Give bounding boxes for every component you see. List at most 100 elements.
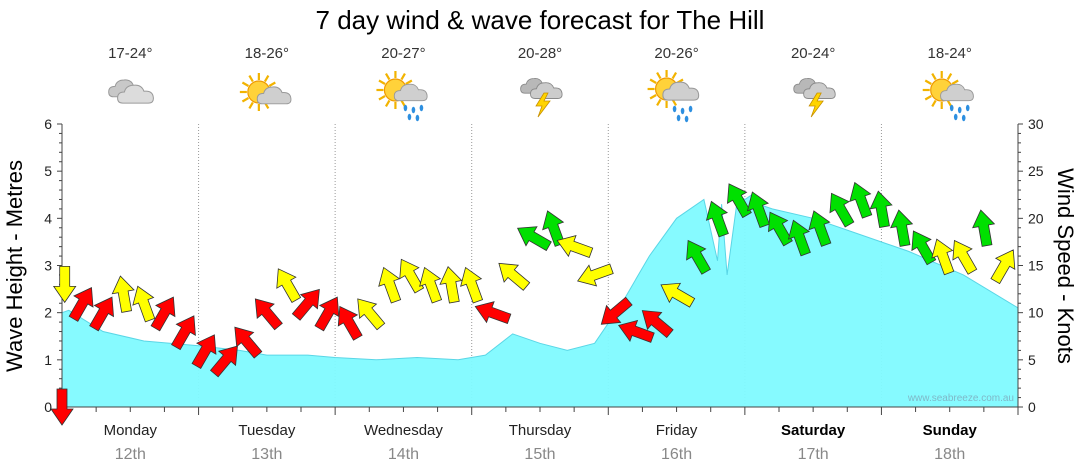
wind-arrow: [52, 265, 77, 304]
wind-arrow-shape: [972, 209, 996, 247]
day-column-monday: 17-24° Monday 12th: [104, 45, 158, 463]
cloud-shape: [662, 81, 700, 101]
day-date: 16th: [661, 446, 692, 463]
wind-arrow-shape: [829, 192, 855, 228]
day-date: 15th: [524, 446, 555, 463]
lightning-shape: [808, 92, 824, 118]
temperature-range: 17-24°: [108, 45, 152, 62]
wind-arrow: [68, 287, 94, 322]
wind-arrow: [787, 219, 811, 257]
left-axis-label: Wave Height - Metres: [2, 160, 27, 372]
wind-arrow: [337, 305, 363, 341]
minor-tick-marks: [61, 407, 1019, 415]
wind-arrow: [556, 235, 594, 258]
wind-arrow: [641, 310, 674, 339]
wind-arrow-shape: [68, 287, 94, 322]
rain-drop: [949, 104, 954, 112]
day-column-wednesday: 20-27° Wednesday 14th: [364, 45, 443, 463]
rain-drop: [680, 107, 685, 115]
wind-arrow-shape: [641, 310, 674, 339]
wind-arrow-shape: [787, 219, 811, 257]
day-name: Tuesday: [238, 422, 295, 439]
day-column-friday: 20-26° Friday 16th: [647, 45, 700, 463]
wind-arrow: [460, 266, 484, 304]
day-name: Monday: [104, 422, 158, 439]
wave-height-layer: [61, 193, 1019, 408]
wind-arrow: [890, 209, 914, 247]
wind-arrow: [517, 226, 552, 252]
wind-arrow: [686, 239, 711, 275]
left-tick-label: 0: [44, 399, 52, 415]
right-axis-ticks: 0 5 10 15 20 25 30: [1018, 116, 1044, 415]
left-tick-label: 6: [44, 116, 52, 132]
wind-arrow: [931, 238, 955, 276]
wind-arrow: [618, 319, 655, 343]
lightning-shape: [535, 92, 551, 118]
wind-arrow: [234, 326, 263, 359]
wind-arrow-shape: [337, 305, 363, 341]
rain-drop: [672, 105, 677, 113]
right-tick-label: 25: [1028, 163, 1044, 179]
day-column-sunday: 18-24° Sunday 18th: [923, 45, 978, 463]
wind-arrow-shape: [869, 190, 893, 228]
wind-arrow-shape: [746, 191, 770, 229]
watermark: www.seabreeze.com.au: [907, 393, 1014, 404]
rain-drop: [684, 115, 689, 123]
wind-arrow: [600, 296, 633, 325]
wind-arrow-shape: [990, 249, 1016, 285]
right-tick-label: 0: [1028, 399, 1036, 415]
wind-arrow: [171, 315, 196, 351]
wind-arrow: [972, 209, 996, 247]
wind-arrow-shape: [419, 266, 443, 304]
day-name: Sunday: [923, 422, 978, 439]
wind-arrow-shape: [150, 296, 176, 332]
wind-arrow: [150, 296, 176, 332]
wind-arrow: [869, 190, 893, 228]
wind-arrow-shape: [618, 319, 655, 343]
rain-drop: [419, 104, 424, 112]
wind-arrow: [89, 296, 114, 332]
rain-drop: [411, 106, 416, 114]
rain-drop: [965, 104, 970, 112]
wind-arrow-shape: [890, 209, 914, 247]
day-date: 14th: [388, 446, 419, 463]
cloudy-icon: [108, 79, 154, 104]
rain-drop: [403, 104, 408, 112]
wind-arrow: [498, 262, 531, 291]
day-column-saturday: 20-24° Saturday 17th: [781, 45, 846, 463]
cloud-shape: [117, 84, 154, 104]
wind-arrow: [419, 266, 443, 304]
wind-arrow: [577, 263, 614, 287]
wind-arrow-shape: [234, 326, 263, 359]
day-column-tuesday: 18-26° Tuesday 13th: [238, 45, 295, 463]
wind-arrow: [291, 288, 320, 321]
wind-arrow: [746, 191, 770, 229]
wind-arrow-shape: [357, 298, 386, 331]
day-columns: 17-24° Monday 12th 18-26° Tuesday 13th 20-27° W…: [104, 45, 978, 463]
wind-arrow-shape: [209, 345, 238, 378]
wind-arrow: [990, 249, 1016, 285]
wind-arrow-shape: [276, 268, 302, 304]
thunderstorm-icon: [793, 78, 836, 118]
wind-arrow-shape: [314, 296, 340, 332]
wind-arrow-shape: [50, 388, 74, 426]
wind-arrow-shape: [111, 275, 135, 313]
rain-drop: [953, 113, 958, 121]
temperature-range: 20-24°: [791, 45, 835, 62]
wind-arrow: [254, 298, 283, 331]
wind-arrow: [378, 266, 402, 304]
sun-showers-icon: [376, 71, 428, 122]
cloud-shape: [530, 82, 563, 99]
wind-arrow-shape: [686, 239, 711, 275]
wind-arrow-shape: [498, 262, 531, 291]
wind-arrow-shape: [171, 315, 196, 351]
wind-arrow-shape: [556, 235, 594, 258]
rain-drop: [676, 114, 681, 122]
right-tick-label: 15: [1028, 258, 1044, 274]
left-tick-label: 3: [44, 258, 52, 274]
wind-arrow: [314, 296, 340, 332]
temperature-range: 18-26°: [245, 45, 289, 62]
wind-arrow-shape: [474, 301, 512, 325]
wind-arrow-shape: [378, 266, 402, 304]
wind-arrow-shape: [577, 263, 614, 287]
